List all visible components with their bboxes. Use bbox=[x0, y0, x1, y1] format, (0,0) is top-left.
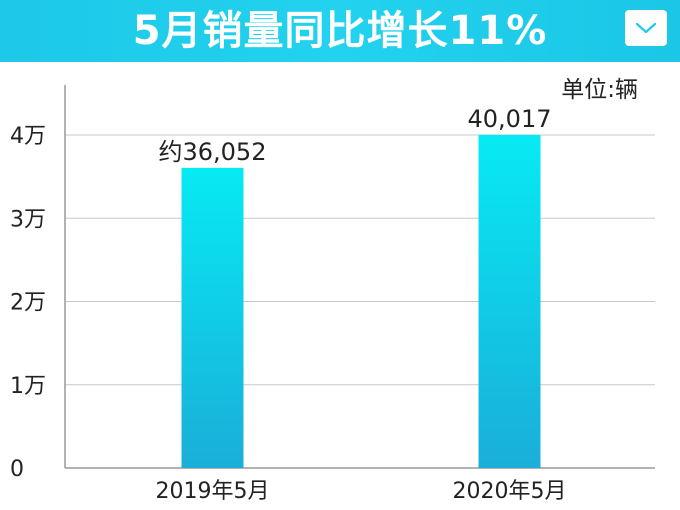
data-label: 40,017 bbox=[468, 105, 552, 133]
bar bbox=[478, 134, 541, 469]
title-banner: 5月销量同比增长11% bbox=[0, 0, 680, 62]
y-tick-label: 2万 bbox=[10, 291, 46, 316]
chevron-down-icon bbox=[635, 22, 657, 34]
x-tick-label: 2020年5月 bbox=[453, 479, 567, 504]
unit-label: 单位:辆 bbox=[561, 77, 638, 103]
page-title: 5月销量同比增长11% bbox=[132, 8, 548, 54]
y-tick-label: 4万 bbox=[10, 124, 46, 149]
y-tick-label: 3万 bbox=[10, 207, 46, 232]
bar bbox=[181, 167, 244, 468]
y-tick-label: 1万 bbox=[10, 374, 46, 399]
y-tick-label: 0 bbox=[10, 457, 24, 482]
x-tick-label: 2019年5月 bbox=[156, 479, 270, 504]
data-label: 约36,052 bbox=[159, 138, 267, 166]
dropdown-button[interactable] bbox=[625, 10, 667, 46]
